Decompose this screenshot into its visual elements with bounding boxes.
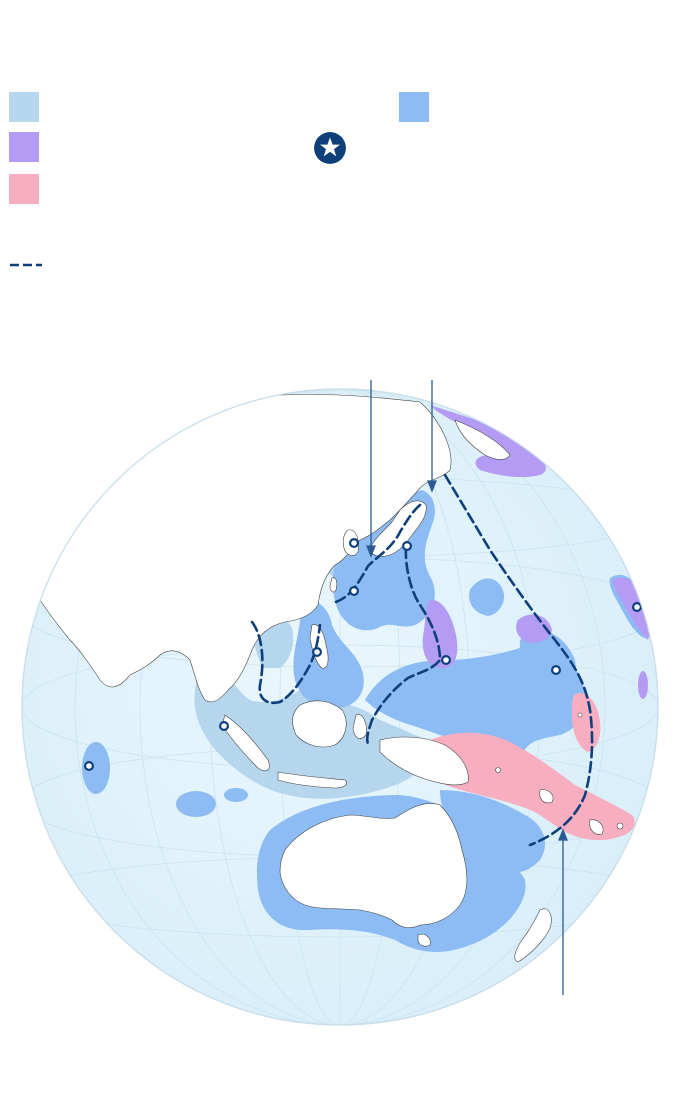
- map-legend: [0, 0, 690, 300]
- third-island-chain: [443, 473, 594, 847]
- base-marker-hawaii: [632, 602, 642, 612]
- second-island-chain: [365, 546, 442, 746]
- base-marker-singapore: [219, 721, 229, 731]
- pointer-korea: [366, 380, 376, 558]
- base-marker-diego-garcia: [84, 761, 94, 771]
- legend-swatch-medium-blue: [399, 92, 429, 122]
- base-marker-okinawa: [349, 586, 359, 596]
- legend-swatch-pink: [9, 174, 39, 204]
- base-marker-wake: [551, 665, 561, 675]
- base-marker-guam: [441, 655, 451, 665]
- landmass: [31, 394, 552, 963]
- legend-swatch-light-blue: [9, 92, 39, 122]
- base-markers: [84, 538, 642, 771]
- pointer-japan: [427, 380, 437, 493]
- dashed-line-icon: [10, 263, 42, 267]
- pointer-lines: [366, 380, 568, 995]
- pacific-islands: [495, 712, 624, 835]
- base-marker-japan: [402, 541, 412, 551]
- globe-outline: [21, 388, 659, 1026]
- base-marker-korea: [349, 538, 359, 548]
- star-in-circle-icon: [314, 132, 346, 164]
- pointer-south-pacific: [558, 828, 568, 995]
- base-marker-philippines: [312, 647, 322, 657]
- legend-swatch-purple: [9, 132, 39, 162]
